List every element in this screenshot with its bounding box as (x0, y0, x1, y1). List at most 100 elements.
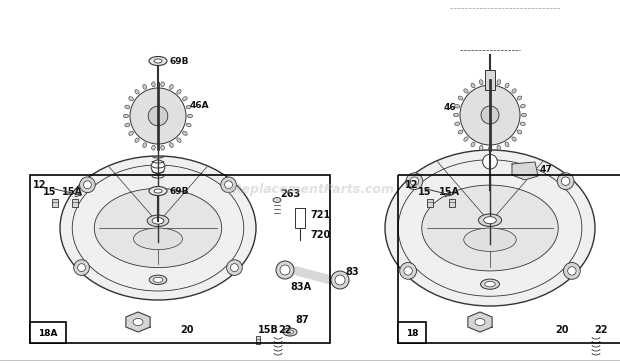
Text: 721: 721 (310, 210, 330, 220)
Circle shape (231, 264, 238, 272)
Ellipse shape (512, 89, 516, 93)
Polygon shape (293, 266, 331, 284)
Ellipse shape (479, 214, 502, 226)
Ellipse shape (177, 138, 181, 142)
Ellipse shape (286, 330, 293, 334)
Circle shape (224, 181, 232, 189)
Bar (30, 175, 330, 343)
Ellipse shape (153, 277, 163, 282)
Bar (485, 70, 495, 90)
Text: 69B: 69B (170, 56, 190, 66)
Text: 69B: 69B (170, 186, 190, 195)
Bar (255, 336, 260, 344)
Bar (52, 199, 58, 207)
Ellipse shape (273, 198, 281, 202)
Ellipse shape (505, 83, 509, 88)
Text: 83: 83 (345, 267, 358, 277)
Bar (30, 322, 66, 343)
Ellipse shape (94, 189, 222, 268)
Bar (450, 199, 455, 207)
Circle shape (280, 265, 290, 275)
Bar (398, 175, 620, 343)
Ellipse shape (505, 142, 509, 147)
Circle shape (564, 262, 580, 279)
Ellipse shape (161, 82, 164, 87)
Ellipse shape (464, 137, 468, 141)
Ellipse shape (161, 145, 164, 150)
Ellipse shape (135, 138, 139, 142)
Ellipse shape (453, 113, 459, 117)
Ellipse shape (479, 145, 483, 150)
Ellipse shape (169, 84, 173, 89)
Ellipse shape (479, 80, 483, 84)
Ellipse shape (123, 114, 128, 118)
Polygon shape (468, 312, 492, 332)
Text: 46A: 46A (190, 102, 210, 111)
Text: 18A: 18A (38, 328, 58, 337)
Circle shape (335, 275, 345, 285)
Ellipse shape (152, 218, 164, 224)
Ellipse shape (512, 137, 516, 141)
Circle shape (130, 88, 186, 144)
Circle shape (79, 177, 95, 193)
Ellipse shape (129, 131, 133, 135)
Ellipse shape (125, 105, 130, 109)
Ellipse shape (454, 122, 459, 126)
Ellipse shape (152, 82, 155, 87)
Ellipse shape (60, 156, 256, 300)
Ellipse shape (135, 90, 139, 94)
Circle shape (78, 264, 86, 272)
Circle shape (226, 260, 242, 276)
Ellipse shape (149, 186, 167, 195)
Text: 15: 15 (418, 187, 432, 197)
Text: 15A: 15A (438, 187, 459, 197)
Text: 15B: 15B (258, 325, 279, 335)
Ellipse shape (497, 145, 500, 150)
Ellipse shape (480, 279, 500, 289)
Text: 83A: 83A (290, 282, 311, 292)
Ellipse shape (497, 80, 500, 84)
Ellipse shape (152, 145, 155, 150)
Circle shape (331, 271, 349, 289)
Text: 20: 20 (555, 325, 569, 335)
Bar (72, 199, 78, 207)
Ellipse shape (475, 318, 485, 325)
Ellipse shape (520, 122, 525, 126)
Circle shape (221, 177, 236, 193)
Circle shape (404, 267, 412, 275)
Ellipse shape (458, 96, 463, 100)
Polygon shape (512, 162, 538, 180)
Ellipse shape (183, 131, 187, 135)
Circle shape (148, 106, 168, 126)
Circle shape (561, 177, 570, 185)
Bar (398, 322, 426, 343)
Text: 22: 22 (594, 325, 608, 335)
Circle shape (400, 262, 417, 279)
Ellipse shape (149, 275, 167, 285)
Ellipse shape (520, 104, 525, 108)
Ellipse shape (485, 281, 495, 287)
Circle shape (276, 261, 294, 279)
Ellipse shape (154, 59, 162, 63)
Circle shape (481, 106, 499, 124)
Text: 263: 263 (280, 189, 300, 199)
Circle shape (84, 181, 91, 189)
Ellipse shape (147, 215, 169, 226)
Ellipse shape (283, 328, 297, 336)
Polygon shape (126, 312, 150, 332)
Ellipse shape (143, 143, 146, 147)
Ellipse shape (177, 90, 181, 94)
Text: 47: 47 (540, 166, 553, 174)
Ellipse shape (517, 96, 522, 100)
Circle shape (460, 85, 520, 145)
Ellipse shape (464, 89, 468, 93)
Text: 12: 12 (405, 180, 418, 190)
Circle shape (557, 173, 574, 190)
Ellipse shape (125, 123, 130, 127)
Ellipse shape (186, 105, 191, 109)
Circle shape (410, 177, 418, 185)
Ellipse shape (186, 123, 191, 127)
Ellipse shape (154, 189, 162, 193)
Text: 15A: 15A (61, 187, 82, 197)
Circle shape (151, 160, 165, 174)
